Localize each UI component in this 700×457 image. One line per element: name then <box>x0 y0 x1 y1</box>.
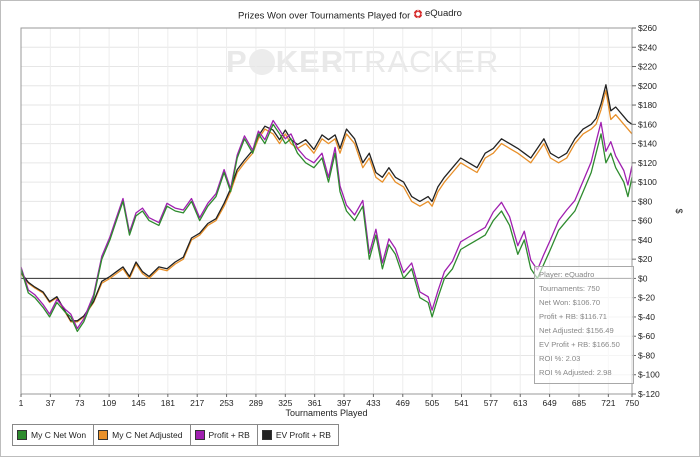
legend-swatch <box>98 430 109 440</box>
series-net-adjusted <box>20 89 633 323</box>
pokertracker-watermark: P KERTRACKER <box>226 44 500 79</box>
y-tick-label: $200 <box>638 81 657 91</box>
info-net-won: Net Won: $106.70 <box>539 298 601 307</box>
x-tick-label: 505 <box>425 398 439 408</box>
legend-label: My C Net Won <box>31 430 87 440</box>
plot-border <box>20 27 633 395</box>
info-profit-rb: Profit + RB: $116.71 <box>539 312 608 321</box>
x-tick-label: 217 <box>190 398 204 408</box>
y-tick-label: $80 <box>638 196 652 206</box>
x-tick-label: 145 <box>131 398 145 408</box>
x-tick-label: 325 <box>278 398 292 408</box>
info-ev-profit-rb: EV Profit + RB: $166.50 <box>539 340 620 349</box>
y-tick-label: $180 <box>638 100 657 110</box>
x-tick-label: 541 <box>454 398 468 408</box>
x-tick-label: 613 <box>513 398 527 408</box>
y-tick-label: $40 <box>638 235 652 245</box>
y-tick-label: $-80 <box>638 350 655 360</box>
x-tick-label: 109 <box>102 398 116 408</box>
y-tick-label: $60 <box>638 216 652 226</box>
chart-title: Prizes Won over Tournaments Played for e… <box>0 8 700 22</box>
info-roi-adjusted: ROI % Adjusted: 2.98 <box>539 368 612 377</box>
y-tick-label: $-40 <box>638 312 655 322</box>
x-tick-label: 685 <box>572 398 586 408</box>
series-ev-profit-rb <box>20 84 633 322</box>
y-tick-label: $240 <box>638 42 657 52</box>
legend-label: EV Profit + RB <box>275 430 331 440</box>
y-tick-label: $20 <box>638 254 652 264</box>
x-tick-label: 397 <box>337 398 351 408</box>
player-info-box: Player: eQuadro Tournaments: 750 Net Won… <box>534 266 634 384</box>
x-tick-label: 361 <box>308 398 322 408</box>
y-tick-label: $160 <box>638 119 657 129</box>
x-tick-label: 289 <box>249 398 263 408</box>
x-tick-label: 37 <box>46 398 56 408</box>
y-tick-label: $-100 <box>638 370 660 380</box>
legend-label: My C Net Adjusted <box>112 430 183 440</box>
y-tick-label: $120 <box>638 158 657 168</box>
x-tick-label: 469 <box>396 398 410 408</box>
player-name: eQuadro <box>424 8 462 19</box>
x-tick-label: 181 <box>161 398 175 408</box>
y-tick-label: $-60 <box>638 331 655 341</box>
legend: My C Net Won My C Net Adjusted Profit + … <box>12 424 339 446</box>
info-roi: ROI %: 2.03 <box>539 354 581 363</box>
legend-swatch <box>261 430 272 440</box>
info-player: Player: eQuadro <box>539 270 595 279</box>
legend-item-ev-profit-rb[interactable]: EV Profit + RB <box>256 425 338 445</box>
info-net-adjusted: Net Adjusted: $156.49 <box>539 326 614 335</box>
y-tick-label: $-120 <box>638 389 660 399</box>
legend-item-profit-rb[interactable]: Profit + RB <box>189 425 257 445</box>
legend-swatch <box>17 430 27 440</box>
y-tick-label: $220 <box>638 62 657 72</box>
x-tick-label: 1 <box>19 398 24 408</box>
legend-item-net-won[interactable]: My C Net Won <box>13 425 93 445</box>
x-tick-label: 721 <box>601 398 615 408</box>
x-tick-label: 73 <box>75 398 85 408</box>
y-tick-label: $100 <box>638 177 657 187</box>
y-tick-label: $-20 <box>638 293 655 303</box>
title-prefix: Prizes Won over Tournaments Played for <box>238 10 411 22</box>
x-tick-label: 253 <box>219 398 233 408</box>
y-tick-label: $260 <box>638 23 657 33</box>
legend-label: Profit + RB <box>208 430 250 440</box>
poker-chip-icon <box>413 9 423 18</box>
y-tick-label: $0 <box>638 273 648 283</box>
y-axis-label: $ <box>674 208 684 213</box>
legend-swatch <box>194 430 205 440</box>
x-axis-label: Tournaments Played <box>285 408 367 418</box>
x-tick-label: 750 <box>625 398 639 408</box>
x-tick-label: 649 <box>543 398 557 408</box>
info-tournaments: Tournaments: 750 <box>539 284 600 293</box>
x-tick-label: 433 <box>366 398 380 408</box>
legend-item-net-adjusted[interactable]: My C Net Adjusted <box>93 425 189 445</box>
x-tick-label: 577 <box>484 398 498 408</box>
y-tick-label: $140 <box>638 139 657 149</box>
